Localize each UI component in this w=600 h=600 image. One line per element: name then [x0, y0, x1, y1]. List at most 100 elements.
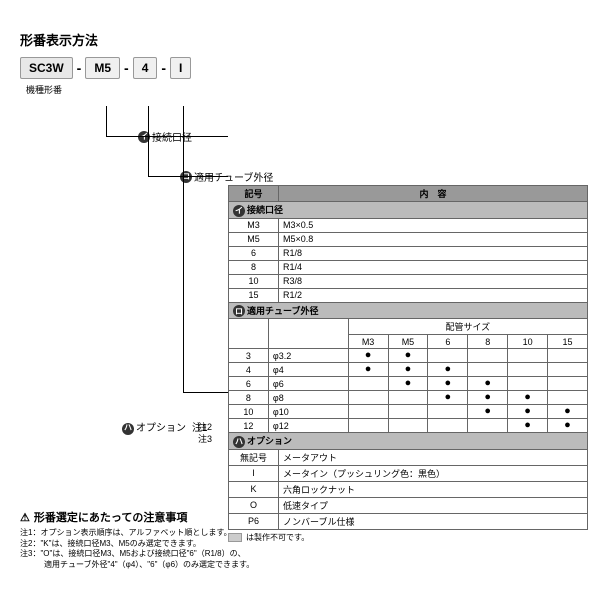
- table-tube: ロ適用チューブ外径 配管サイズ M3M5681015 3φ3.2●●4φ4●●●…: [228, 302, 588, 434]
- note3: 注3: [198, 434, 212, 446]
- dot-cell: ●: [428, 377, 468, 391]
- dot-cell: [348, 419, 388, 433]
- dot-cell: ●: [508, 405, 548, 419]
- code-cell: 無記号: [229, 449, 279, 465]
- size-col: M5: [388, 335, 428, 349]
- value-cell: メータアウト: [279, 449, 588, 465]
- dot-cell: [388, 405, 428, 419]
- base-label: 機種形番: [26, 83, 580, 96]
- hdr-content: 内 容: [279, 186, 588, 202]
- code-cell: K: [229, 481, 279, 497]
- dot-cell: [348, 405, 388, 419]
- code-cell: 8: [229, 391, 269, 405]
- connector-ha: ハ オプション 注1: [122, 422, 208, 435]
- size-col: 15: [548, 335, 588, 349]
- code-cell: 15: [229, 288, 279, 302]
- code-cell: 6: [229, 246, 279, 260]
- dot-cell: [348, 377, 388, 391]
- size-col: M3: [348, 335, 388, 349]
- dot-cell: ●: [388, 363, 428, 377]
- value-cell: R1/4: [279, 260, 588, 274]
- dot-cell: [428, 419, 468, 433]
- code-cell: M3: [229, 218, 279, 232]
- value-cell: φ8: [268, 391, 348, 405]
- size-col: 8: [468, 335, 508, 349]
- model-p2: 4: [133, 57, 158, 79]
- dot-cell: ●: [468, 377, 508, 391]
- section-tube: ロ適用チューブ外径: [229, 302, 588, 319]
- dot-cell: ●: [348, 363, 388, 377]
- size-col: 10: [508, 335, 548, 349]
- dot-cell: [548, 363, 588, 377]
- note-line: 注1：オプション表示順序は、アルファベット順とします。: [20, 528, 580, 538]
- dash: -: [124, 60, 129, 76]
- option-notes-inline: ハ オプション 注1 注2 注3: [122, 422, 212, 445]
- section-connection: イ接続口径: [229, 202, 588, 219]
- dot-cell: [468, 363, 508, 377]
- dot-cell: ●: [428, 391, 468, 405]
- dot-cell: [468, 419, 508, 433]
- value-cell: R3/8: [279, 274, 588, 288]
- value-cell: φ12: [268, 419, 348, 433]
- dot-cell: [388, 391, 428, 405]
- code-cell: I: [229, 465, 279, 481]
- code-cell: 4: [229, 363, 269, 377]
- value-cell: φ6: [268, 377, 348, 391]
- dot-cell: [388, 419, 428, 433]
- value-cell: φ10: [268, 405, 348, 419]
- size-col: 6: [428, 335, 468, 349]
- dot-cell: [428, 405, 468, 419]
- value-cell: 六角ロックナット: [279, 481, 588, 497]
- model-p3: I: [170, 57, 191, 79]
- notes-section: 形番選定にあたっての注意事項 注1：オプション表示順序は、アルファベット順としま…: [20, 509, 580, 570]
- dot-cell: [508, 377, 548, 391]
- badge-ha: ハ: [122, 423, 134, 435]
- value-cell: φ4: [268, 363, 348, 377]
- dot-cell: ●: [548, 419, 588, 433]
- dot-cell: [548, 391, 588, 405]
- warning-title: 形番選定にあたっての注意事項: [20, 509, 580, 525]
- code-cell: 12: [229, 419, 269, 433]
- code-cell: 3: [229, 349, 269, 363]
- dot-cell: ●: [508, 419, 548, 433]
- dot-cell: ●: [508, 391, 548, 405]
- value-cell: φ3.2: [268, 349, 348, 363]
- size-header: 配管サイズ: [348, 319, 587, 335]
- dot-cell: [508, 363, 548, 377]
- dash: -: [161, 60, 166, 76]
- value-cell: R1/8: [279, 246, 588, 260]
- model-base: SC3W: [20, 57, 73, 79]
- label-ha: オプション: [136, 422, 186, 435]
- value-cell: M5×0.8: [279, 232, 588, 246]
- dot-cell: [468, 349, 508, 363]
- dot-cell: [548, 349, 588, 363]
- code-cell: M5: [229, 232, 279, 246]
- note-line: 注3："O"は、接続口径M3、M5および接続口径"6"（R1/8）の、: [20, 549, 580, 559]
- value-cell: M3×0.5: [279, 218, 588, 232]
- dot-cell: [508, 349, 548, 363]
- model-p1: M5: [85, 57, 120, 79]
- section-title: 形番表示方法: [20, 30, 580, 49]
- dash: -: [77, 60, 82, 76]
- note-line: 注2："K"は、接続口径M3、M5のみ選定できます。: [20, 539, 580, 549]
- code-cell: 6: [229, 377, 269, 391]
- dot-cell: ●: [548, 405, 588, 419]
- dot-cell: [428, 349, 468, 363]
- section-option: ハオプション: [229, 433, 588, 450]
- hdr-code: 記号: [229, 186, 279, 202]
- code-cell: 10: [229, 405, 269, 419]
- code-cell: 10: [229, 274, 279, 288]
- dot-cell: ●: [428, 363, 468, 377]
- dot-cell: [348, 391, 388, 405]
- dot-cell: ●: [468, 391, 508, 405]
- table-connection: 記号内 容 イ接続口径 M3M3×0.5M5M5×0.86R1/88R1/410…: [228, 185, 588, 303]
- dot-cell: ●: [388, 377, 428, 391]
- value-cell: メータイン（プッシュリング色：黒色）: [279, 465, 588, 481]
- dot-cell: ●: [388, 349, 428, 363]
- model-number-row: SC3W - M5 - 4 - I: [20, 57, 580, 79]
- dot-cell: [548, 377, 588, 391]
- dot-cell: ●: [468, 405, 508, 419]
- value-cell: R1/2: [279, 288, 588, 302]
- spec-tables: 記号内 容 イ接続口径 M3M3×0.5M5M5×0.86R1/88R1/410…: [228, 185, 588, 543]
- note-line: 適用チューブ外径"4"（φ4）、"6"（φ6）のみ選定できます。: [20, 560, 580, 570]
